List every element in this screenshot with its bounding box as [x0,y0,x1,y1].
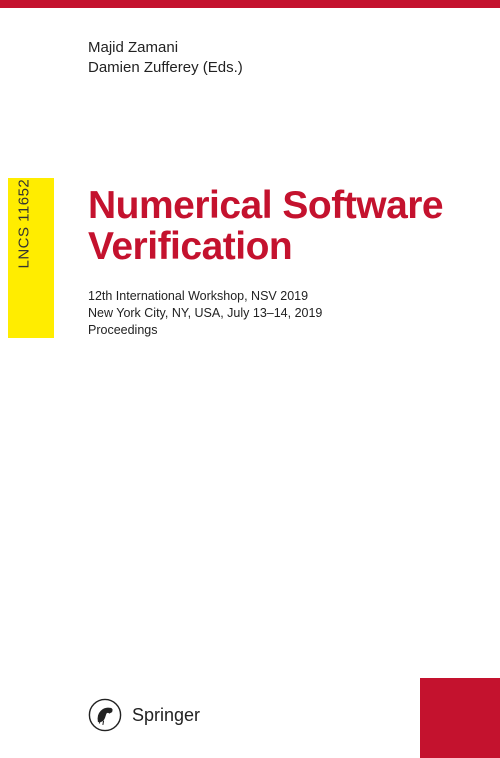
book-title: Numerical Software Verification [88,186,443,268]
editors-block: Majid Zamani Damien Zufferey (Eds.) [88,38,243,79]
subtitle-line-3: Proceedings [88,322,322,339]
editor-line-1: Majid Zamani [88,38,243,58]
subtitle-line-1: 12th International Workshop, NSV 2019 [88,288,322,305]
title-line-2: Verification [88,227,443,268]
publisher-name: Springer [132,705,200,726]
top-red-bar [0,0,500,8]
publisher-block: Springer [88,698,200,732]
subtitle-block: 12th International Workshop, NSV 2019 Ne… [88,288,322,339]
corner-red-block [420,678,500,758]
series-label: LNCS 11652 [16,179,33,269]
springer-horse-icon [88,698,122,732]
title-line-1: Numerical Software [88,186,443,227]
subtitle-line-2: New York City, NY, USA, July 13–14, 2019 [88,305,322,322]
editor-line-2: Damien Zufferey (Eds.) [88,58,243,78]
